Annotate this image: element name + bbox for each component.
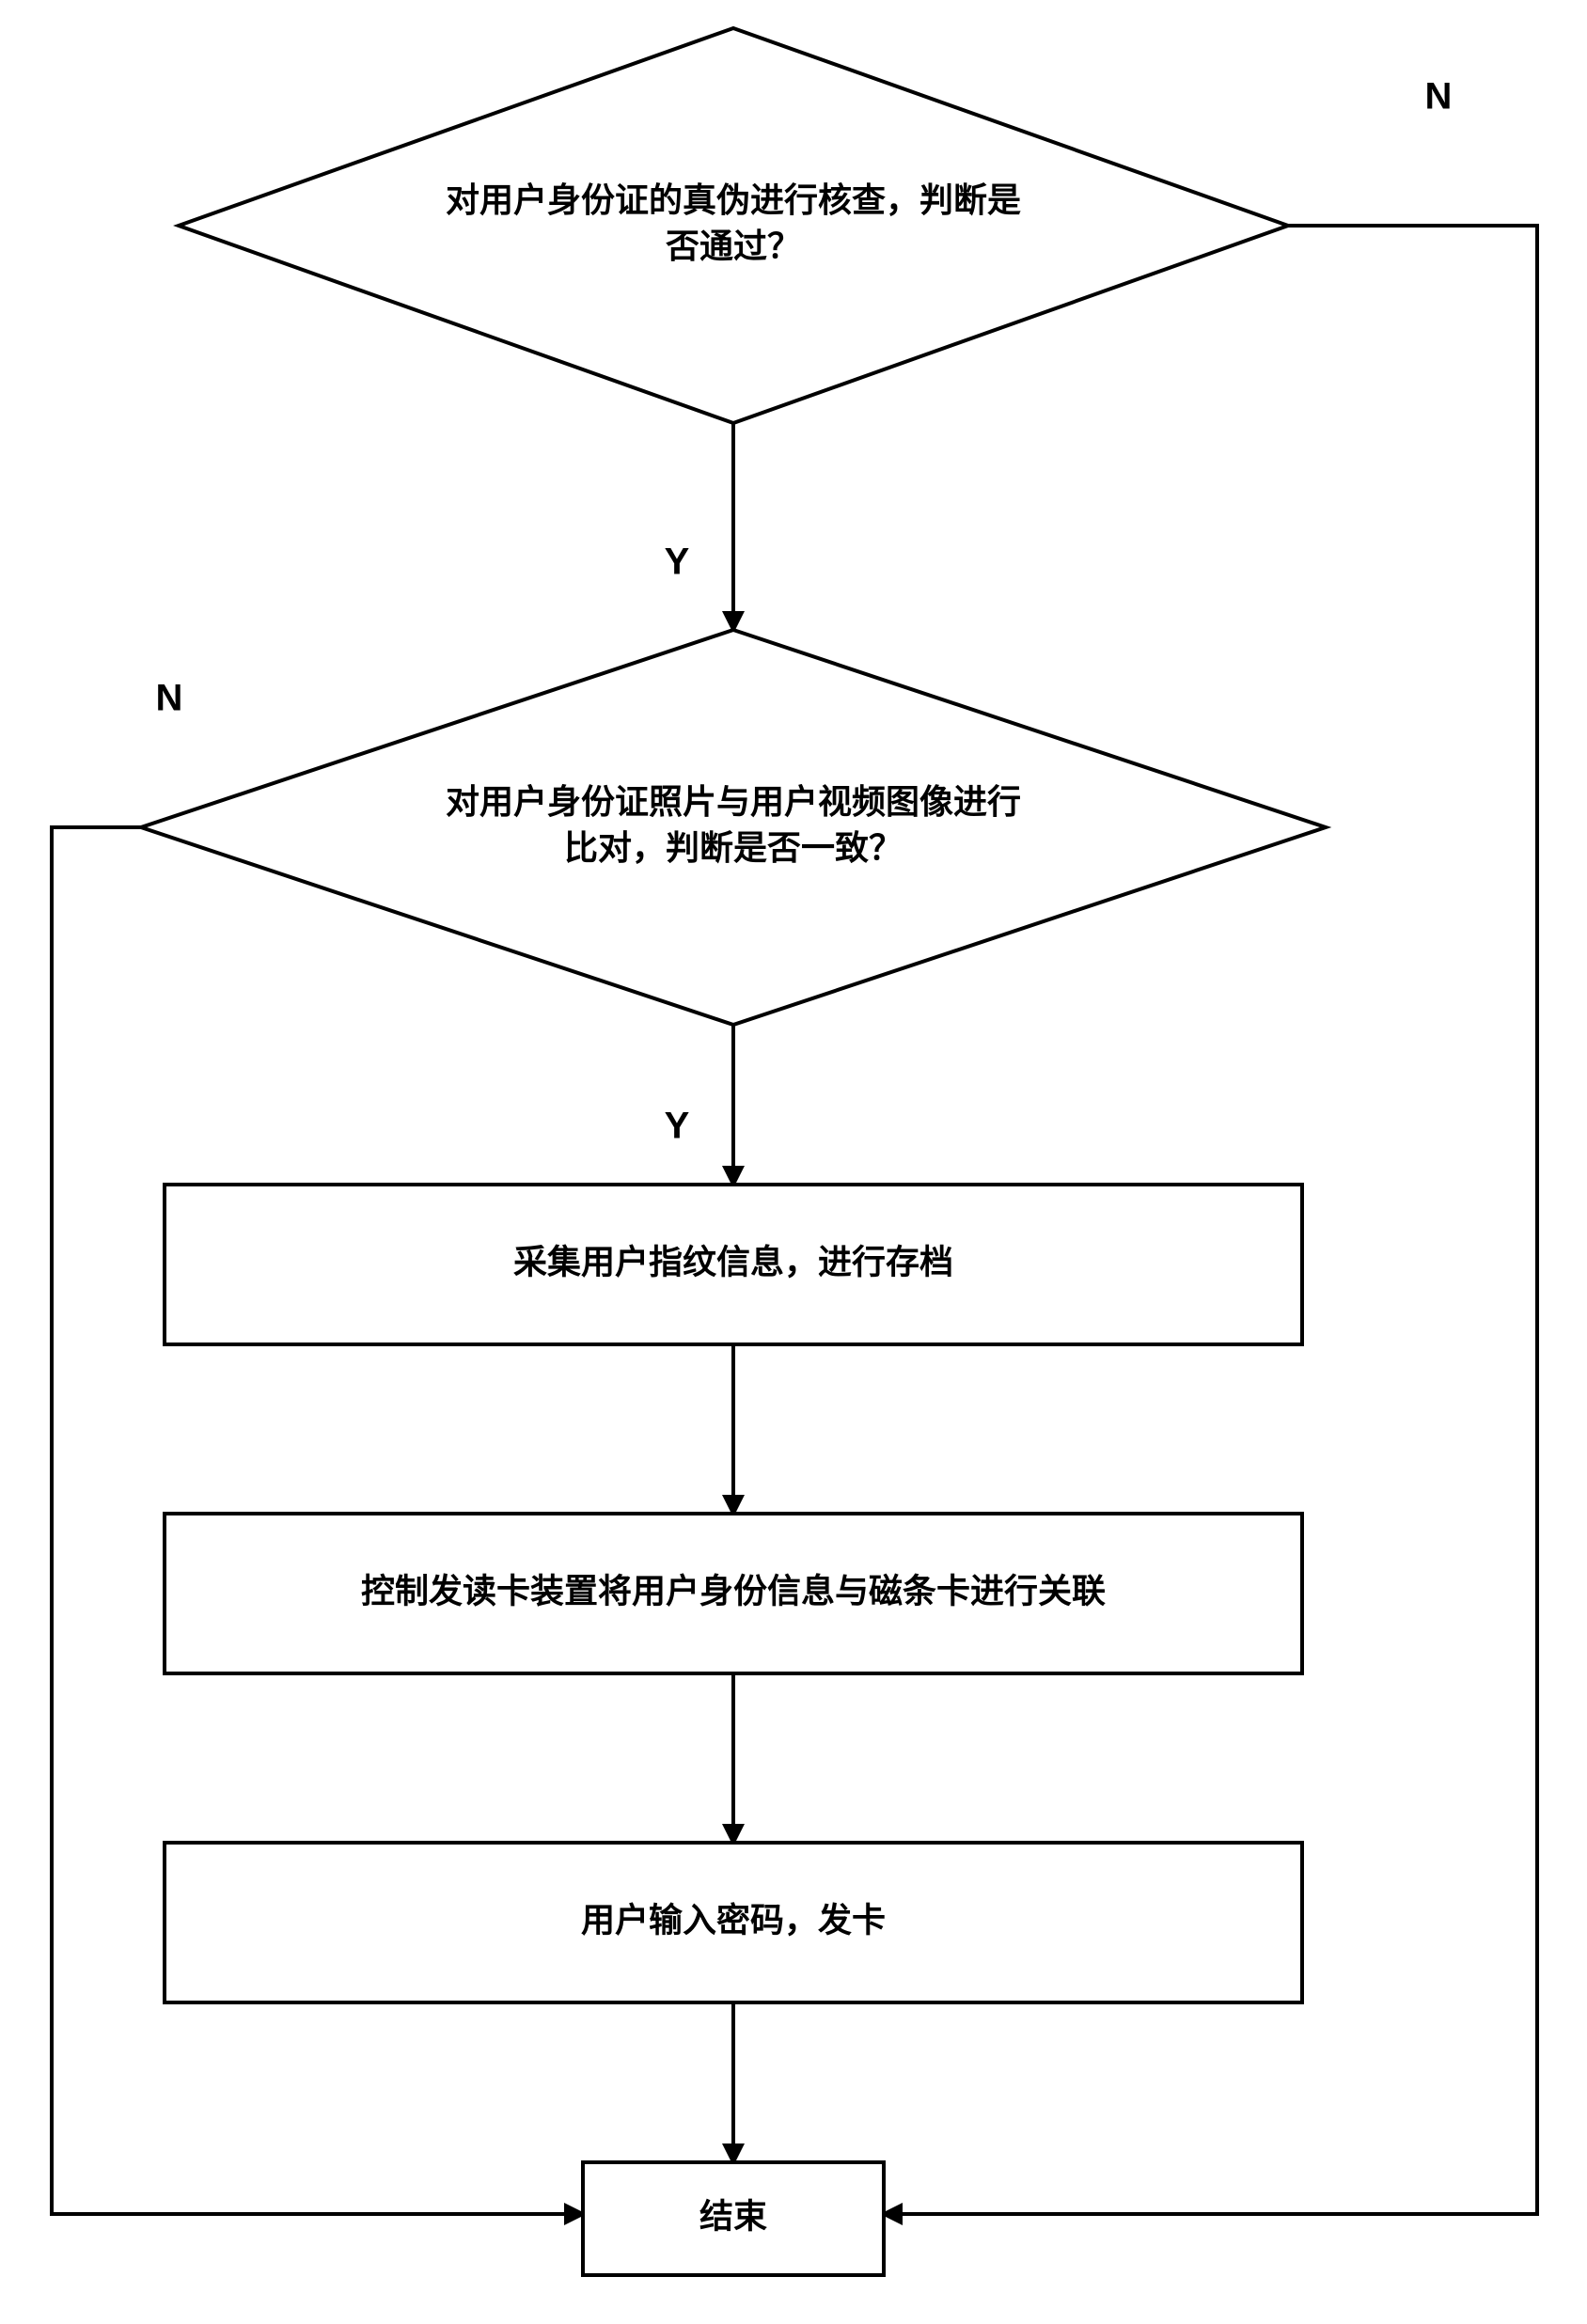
node-text: 结束 <box>699 2197 767 2236</box>
edge-label: N <box>1425 76 1453 118</box>
node-text: 对用户身份证的真伪进行核查，判断是 <box>446 181 1021 219</box>
node-text: 控制发读卡装置将用户身份信息与磁条卡进行关联 <box>361 1572 1106 1610</box>
node-text: 用户输入密码，发卡 <box>581 1901 886 1939</box>
flowchart-canvas: Y Y N N 对用户身份证的真伪进行核查，判断是否通过？ 对用户身份证照片与用户视频图像… <box>0 0 1587 2324</box>
node-text: 对用户身份证照片与用户视频图像进行 <box>446 782 1021 821</box>
node-text: 比对，判断是否一致？ <box>564 828 903 867</box>
edge-label: N <box>156 678 183 719</box>
edge-label: Y <box>665 1106 690 1147</box>
node-text: 否通过？ <box>666 227 801 265</box>
edge-label: Y <box>665 542 690 583</box>
node-text: 采集用户指纹信息，进行存档 <box>513 1243 953 1281</box>
